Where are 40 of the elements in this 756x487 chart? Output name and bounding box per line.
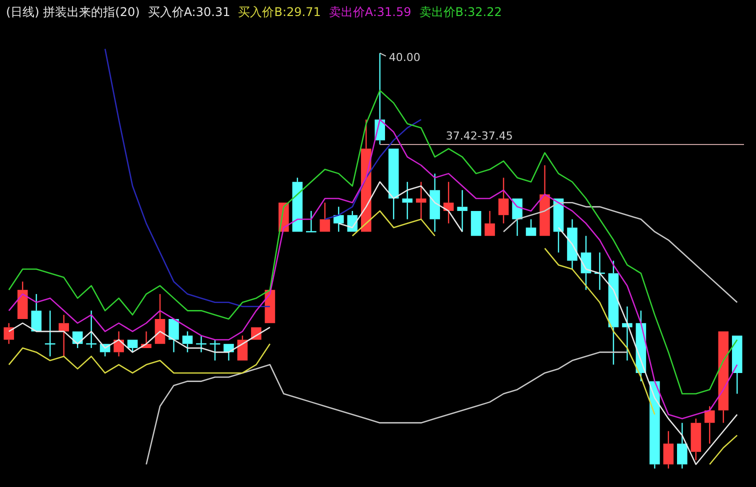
candlestick [388,148,399,220]
candlestick [677,422,688,470]
candlestick [58,314,69,357]
candlestick [4,322,14,344]
candlestick [512,198,522,236]
candlestick [608,260,619,366]
candlestick [567,218,578,270]
text: 卖出价B:32.22 [419,4,502,21]
candlestick [86,310,98,349]
candlestick [182,330,193,353]
candlestick [484,210,495,236]
text: 买入价A:30.31 [148,4,230,21]
candlestick [732,336,742,394]
candlestick [498,177,509,224]
annotation: 37.42-37.45 [446,129,513,142]
candlestick [416,181,426,220]
candlestick [622,306,632,362]
candlestick [209,339,221,362]
candlestick [540,164,550,236]
annotation: 40.00 [388,50,420,64]
candlestick [430,172,440,232]
candlestick [704,406,715,444]
candlestick [402,181,413,220]
candlestick [154,293,166,344]
candlestick [44,310,56,357]
candlestick [650,381,660,470]
text: 买入价B:29.71 [238,4,321,21]
candlestick [718,331,729,424]
candlestick [443,181,454,224]
candlestick [457,190,468,232]
candlestick [663,430,674,470]
candlestick [320,202,330,232]
candlestick [690,418,702,461]
candlestick [31,293,42,332]
chart-title: (日线) 拼装出来的指(20) [6,4,140,21]
candlestick [292,177,303,232]
candlestick [333,206,344,232]
candlestick [168,318,179,353]
text: 卖出价A:31.59 [328,4,412,21]
candlestick [195,334,207,353]
